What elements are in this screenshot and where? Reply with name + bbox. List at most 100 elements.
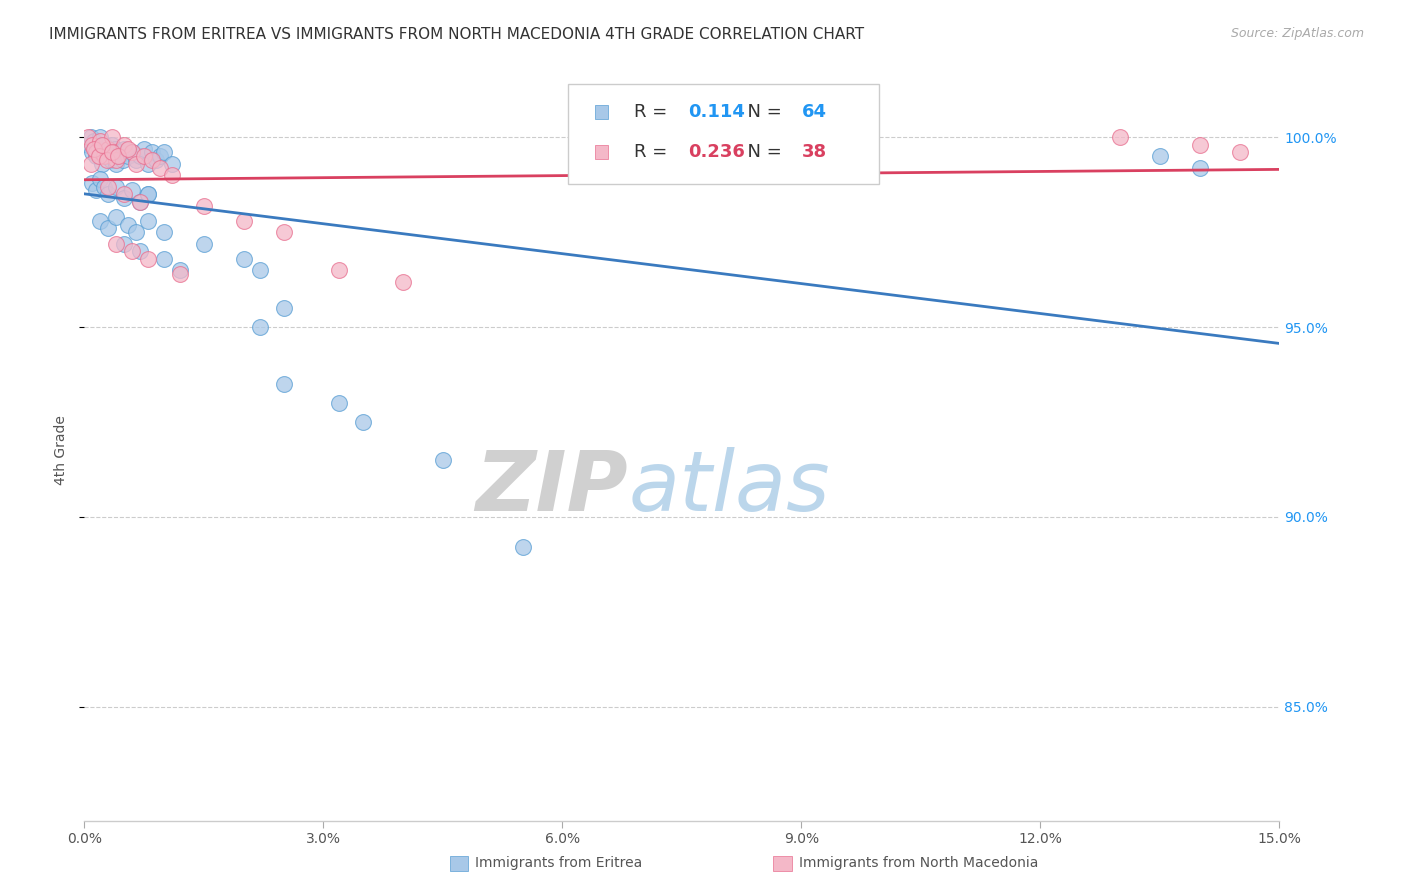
Point: [90, 157, 112, 171]
Point: [121, 244, 143, 259]
Point: [169, 263, 191, 277]
Point: [97, 187, 120, 202]
Point: [121, 145, 143, 160]
Point: [273, 225, 295, 239]
Point: [136, 213, 159, 227]
Point: [273, 377, 295, 392]
Point: [101, 130, 124, 145]
Point: [101, 145, 124, 160]
Point: [160, 168, 183, 182]
Point: [328, 396, 350, 410]
Text: Immigrants from North Macedonia: Immigrants from North Macedonia: [799, 856, 1038, 871]
Point: [87, 142, 110, 156]
Point: [1188, 137, 1211, 152]
Text: 0.236: 0.236: [688, 143, 745, 161]
Text: ZIP: ZIP: [475, 447, 628, 528]
Point: [110, 145, 132, 160]
Point: [1188, 161, 1211, 175]
Point: [107, 149, 129, 163]
Point: [82, 145, 104, 160]
Point: [104, 142, 127, 156]
Point: [117, 149, 139, 163]
Point: [77, 137, 100, 152]
Text: Immigrants from Eritrea: Immigrants from Eritrea: [475, 856, 643, 871]
Point: [145, 153, 167, 167]
Text: 64: 64: [801, 103, 827, 121]
Point: [125, 225, 148, 239]
Point: [141, 145, 163, 160]
Point: [105, 153, 128, 167]
Point: [125, 153, 148, 167]
Point: [129, 244, 152, 259]
Text: atlas: atlas: [628, 447, 830, 528]
Point: [1229, 145, 1251, 160]
Point: [169, 267, 191, 281]
Text: 38: 38: [801, 143, 827, 161]
Point: [77, 130, 100, 145]
Point: [136, 187, 159, 202]
Point: [111, 153, 134, 167]
Text: Source: ZipAtlas.com: Source: ZipAtlas.com: [1230, 27, 1364, 40]
Point: [153, 225, 176, 239]
Point: [80, 157, 103, 171]
Point: [112, 187, 135, 202]
Point: [83, 134, 105, 148]
Point: [97, 221, 120, 235]
Point: [105, 210, 128, 224]
Point: [86, 149, 108, 163]
Point: [90, 137, 112, 152]
Point: [136, 157, 159, 171]
Point: [232, 213, 254, 227]
Point: [132, 142, 156, 156]
Text: N =: N =: [735, 143, 787, 161]
Point: [392, 275, 415, 289]
Point: [141, 153, 163, 167]
Text: 0.114: 0.114: [688, 103, 745, 121]
Point: [121, 183, 143, 197]
Point: [160, 157, 183, 171]
Point: [432, 453, 454, 467]
Point: [101, 137, 124, 152]
Text: IMMIGRANTS FROM ERITREA VS IMMIGRANTS FROM NORTH MACEDONIA 4TH GRADE CORRELATION: IMMIGRANTS FROM ERITREA VS IMMIGRANTS FR…: [49, 27, 865, 42]
Point: [93, 149, 115, 163]
Point: [117, 142, 139, 156]
Point: [149, 149, 172, 163]
FancyBboxPatch shape: [595, 105, 607, 119]
Point: [352, 415, 374, 429]
FancyBboxPatch shape: [568, 84, 879, 184]
Point: [83, 142, 105, 156]
Text: R =: R =: [634, 103, 673, 121]
Point: [112, 137, 135, 152]
Point: [97, 145, 120, 160]
Point: [149, 161, 172, 175]
Point: [86, 145, 108, 160]
Point: [153, 252, 176, 266]
Point: [112, 191, 135, 205]
Point: [121, 145, 143, 160]
Point: [232, 252, 254, 266]
Point: [153, 145, 176, 160]
Point: [112, 236, 135, 251]
Point: [273, 301, 295, 315]
Point: [89, 130, 111, 145]
Point: [82, 137, 104, 152]
Point: [89, 172, 111, 186]
Point: [112, 142, 135, 156]
Point: [249, 263, 271, 277]
Point: [129, 194, 152, 209]
Point: [193, 236, 215, 251]
Point: [97, 142, 120, 156]
Point: [82, 176, 104, 190]
Point: [93, 137, 115, 152]
Point: [125, 157, 148, 171]
Point: [96, 153, 118, 167]
Text: N =: N =: [735, 103, 787, 121]
Point: [328, 263, 350, 277]
Point: [136, 252, 159, 266]
Point: [129, 194, 152, 209]
Point: [96, 149, 118, 163]
Point: [87, 149, 110, 163]
Point: [93, 179, 115, 194]
Point: [249, 320, 271, 334]
FancyBboxPatch shape: [595, 145, 607, 159]
